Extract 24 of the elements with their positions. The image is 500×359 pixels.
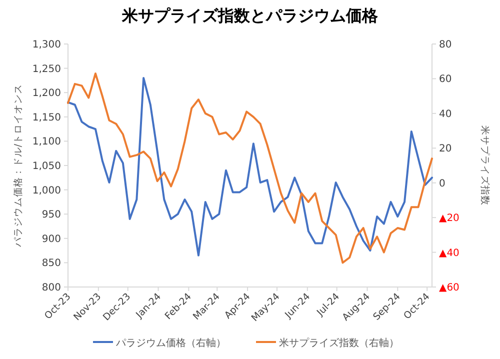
y-axis-title: パラジウム価格：ドル/トロイオンス [12, 84, 24, 248]
y-tick-label: 1,300 [32, 40, 61, 50]
y-tick-label: 1,050 [32, 161, 61, 172]
y2-tick-label: ▲60 [439, 282, 460, 294]
y2-tick-label: ▲40 [439, 248, 460, 259]
y2-tick-label: 60 [439, 74, 452, 86]
y2-tick-label: ▲20 [439, 213, 460, 224]
y-tick-label: 850 [42, 258, 61, 270]
y-tick-label: 1,000 [32, 185, 61, 196]
y2-tick-label: 40 [439, 108, 452, 120]
chart-title: 米サプライズ指数とパラジウム価格 [121, 6, 379, 25]
y-tick-label: 1,200 [32, 88, 61, 100]
y2-axis-title: 米サプライズ指数 [479, 126, 491, 206]
legend-label: パラジウム価格（右軸） [115, 337, 226, 349]
y-tick-label: 1,100 [32, 136, 61, 148]
y-tick-label: 1,250 [32, 64, 61, 75]
legend-label: 米サプライズ指数（右軸） [279, 337, 399, 349]
y2-tick-label: 20 [439, 144, 452, 155]
y2-tick-label: 0 [439, 178, 446, 190]
y-tick-label: 900 [42, 234, 61, 245]
y-tick-label: 800 [42, 282, 61, 294]
y-tick-label: 1,150 [32, 112, 61, 124]
y2-tick-label: 80 [439, 40, 452, 50]
y-tick-label: 950 [42, 210, 61, 221]
